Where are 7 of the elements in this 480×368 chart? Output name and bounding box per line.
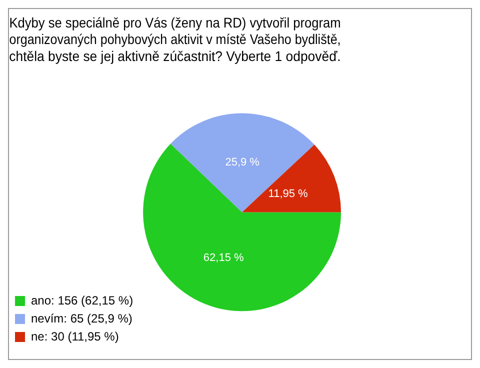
chart-title: Kdyby se speciálně pro Vás (ženy na RD) vytvořil program organizovaných pohybových aktivit v místě Vašeho bydliště, chtěla byste se jej aktivně zúčastnit? Vyberte 1 odpověď. [9, 14, 341, 64]
legend-label: ne: 30 (11,95 %) [31, 329, 119, 344]
legend-label: ano: 156 (62,15 %) [31, 293, 134, 308]
data-label: 25,9 % [225, 156, 260, 169]
legend-label: nevím: 65 (25,9 %) [31, 311, 132, 326]
data-label: 11,95 % [268, 188, 308, 200]
data-label: 62,15 % [203, 252, 244, 264]
